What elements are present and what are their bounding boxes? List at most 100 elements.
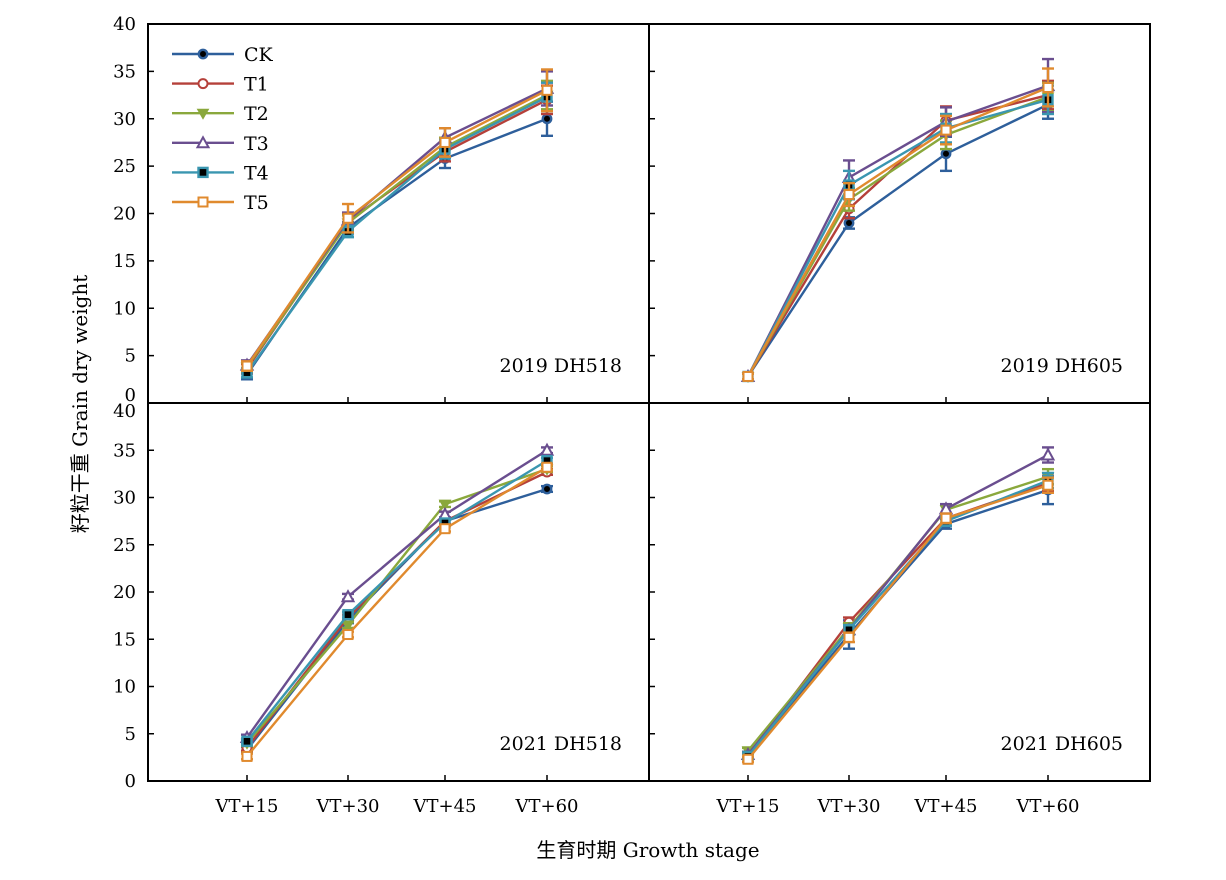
data-point xyxy=(341,620,355,632)
panels-layer: 2019 DH518 2019 DH605 2021 DH518 2021 DH605 xyxy=(239,57,1123,765)
panel-2: 2019 DH605 xyxy=(740,57,1123,383)
series-line xyxy=(246,98,548,370)
legend-label: T1 xyxy=(244,74,269,96)
series-line xyxy=(246,449,548,739)
data-point xyxy=(541,113,553,125)
series-t2 xyxy=(741,81,1055,383)
series-line xyxy=(747,488,1049,758)
data-point xyxy=(541,461,553,473)
series-ck xyxy=(742,89,1054,382)
data-point xyxy=(241,735,253,748)
panel-1: 2019 DH518 xyxy=(239,68,622,381)
panel-label: 2019 DH605 xyxy=(1001,355,1123,377)
series-t3 xyxy=(740,446,1056,761)
series-t5 xyxy=(241,68,553,372)
x-axis-title: 生育时期 Growth stage xyxy=(536,838,759,862)
series-ck xyxy=(241,100,553,381)
series-line xyxy=(246,487,548,751)
series-line xyxy=(246,89,548,367)
series-line xyxy=(246,87,548,366)
legend-item-t3: T3 xyxy=(172,133,269,155)
legend-label: T5 xyxy=(244,192,269,214)
y-tick-label: 25 xyxy=(113,535,136,556)
series-line xyxy=(747,484,1049,761)
panel-4: 2021 DH605 xyxy=(740,446,1123,765)
series-t3 xyxy=(740,57,1056,382)
data-point xyxy=(439,136,451,148)
legend-item-t1: T1 xyxy=(172,74,269,96)
y-tick-label: 30 xyxy=(113,488,136,509)
data-point xyxy=(340,589,356,603)
data-point xyxy=(843,631,855,643)
data-point xyxy=(342,608,354,621)
y-tick-label: 15 xyxy=(113,251,136,272)
data-point xyxy=(940,148,952,160)
legend-label: T2 xyxy=(244,103,269,125)
data-point xyxy=(241,750,253,762)
series-line xyxy=(747,482,1049,757)
data-point xyxy=(539,442,555,456)
data-point xyxy=(438,499,452,511)
series-t1 xyxy=(742,474,1054,761)
legend-item-t4: T4 xyxy=(172,162,269,184)
y-tick-label: 25 xyxy=(113,156,136,177)
data-point xyxy=(940,124,952,136)
x-tick-label: VT+60 xyxy=(515,796,579,817)
y-tick-label: 20 xyxy=(113,582,136,603)
y-tick-label: 35 xyxy=(113,61,136,82)
data-point xyxy=(1042,479,1054,491)
legend-label: T3 xyxy=(244,133,269,155)
series-t4 xyxy=(241,81,553,379)
data-point xyxy=(742,370,754,382)
legend-item-t2: T2 xyxy=(172,103,269,125)
data-point xyxy=(241,360,253,372)
series-line xyxy=(747,475,1049,752)
x-tick-label: VT+15 xyxy=(215,796,279,817)
y-tick-label: 20 xyxy=(113,204,136,225)
y-tick-label: 0 xyxy=(125,385,136,406)
legend: CK T1 T2 T3 T4 T5 xyxy=(172,44,274,214)
series-ck xyxy=(742,474,1054,762)
series-line xyxy=(746,95,1049,378)
series-t1 xyxy=(241,466,553,754)
data-point xyxy=(342,212,354,224)
panel-label: 2021 DH518 xyxy=(500,733,622,755)
panel-label: 2019 DH518 xyxy=(500,355,622,377)
series-line xyxy=(246,117,548,376)
legend-marker xyxy=(197,196,209,208)
data-point xyxy=(541,84,553,96)
legend-item-ck: CK xyxy=(172,44,274,66)
legend-item-t5: T5 xyxy=(172,192,269,214)
data-point xyxy=(1042,81,1054,93)
y-axis-title: 籽粒干重 Grain dry weight xyxy=(68,275,92,534)
panel-3: 2021 DH518 xyxy=(239,442,622,762)
series-t1 xyxy=(742,79,1054,382)
series-line xyxy=(746,93,1049,378)
series-t1 xyxy=(241,84,553,375)
series-t4 xyxy=(742,471,1054,763)
x-tick-label: VT+15 xyxy=(716,796,780,817)
x-tick-label: VT+60 xyxy=(1016,796,1080,817)
series-line xyxy=(746,103,1049,378)
x-tick-label: VT+30 xyxy=(817,796,881,817)
y-tick-label: 5 xyxy=(125,346,136,367)
series-line xyxy=(246,93,548,368)
y-tick-label: 40 xyxy=(113,401,136,422)
series-line xyxy=(246,95,548,374)
data-point xyxy=(742,753,754,765)
data-point xyxy=(541,483,553,495)
series-line xyxy=(246,459,548,743)
series-t5 xyxy=(742,67,1054,382)
data-point xyxy=(843,189,855,201)
legend-marker xyxy=(197,78,209,90)
series-line xyxy=(246,470,548,749)
data-point xyxy=(342,629,354,641)
y-tick-label: 10 xyxy=(113,677,136,698)
legend-marker xyxy=(196,108,210,120)
data-point xyxy=(940,512,952,524)
series-line xyxy=(246,468,548,744)
series-t4 xyxy=(241,454,553,748)
x-tick-label: VT+30 xyxy=(316,796,380,817)
